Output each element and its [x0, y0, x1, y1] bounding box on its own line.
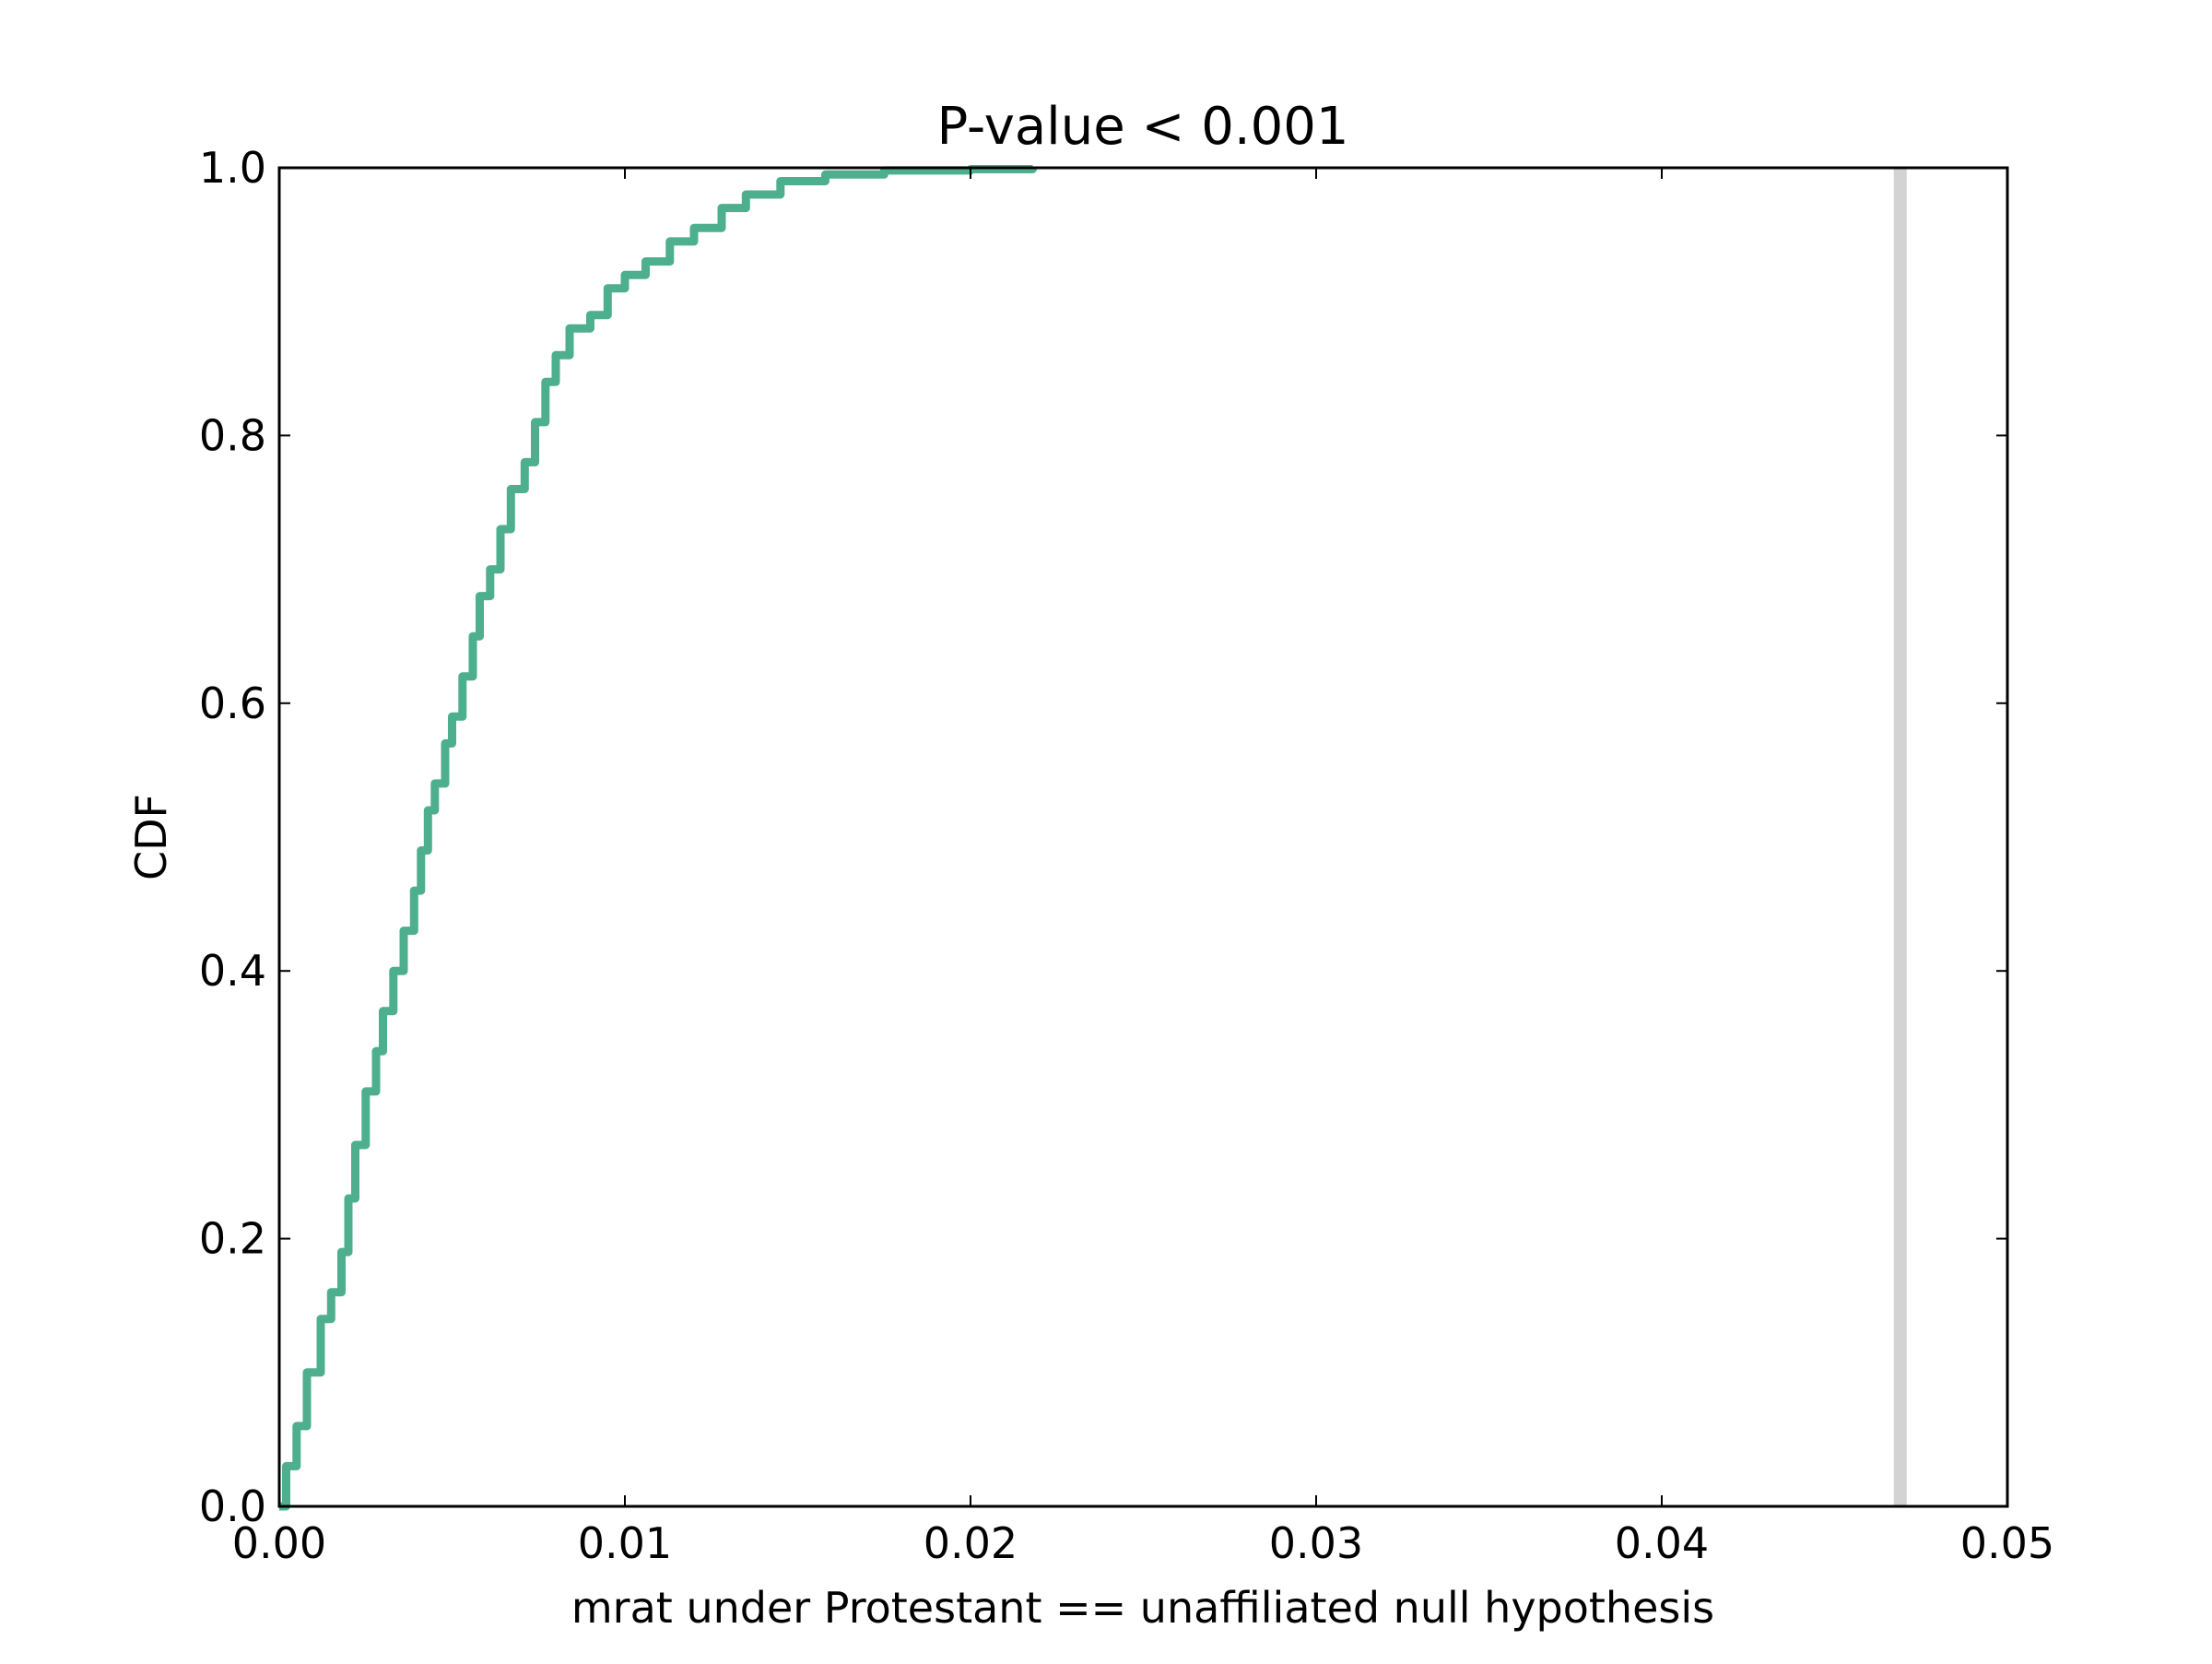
- y-axis-label: CDF: [126, 794, 176, 880]
- x-tick-label: 0.01: [578, 1518, 672, 1568]
- plot-frame: [277, 166, 2009, 1508]
- y-tick-label: 0.2: [199, 1214, 266, 1264]
- y-tick-label: 0.8: [199, 410, 266, 460]
- y-tick-label: 0.4: [199, 946, 266, 996]
- y-tick-label: 1.0: [199, 143, 266, 193]
- x-tick-label: 0.00: [232, 1518, 326, 1568]
- y-tick-label: 0.6: [199, 679, 266, 728]
- y-tick-label: 0.0: [199, 1481, 266, 1531]
- x-tick-label: 0.03: [1269, 1518, 1363, 1568]
- x-axis-label: mrat under Protestant == unaffiliated nu…: [571, 1583, 1714, 1633]
- x-tick-label: 0.05: [1960, 1518, 2054, 1568]
- chart-title: P-value < 0.001: [936, 97, 1348, 157]
- x-tick-label: 0.02: [924, 1518, 1018, 1568]
- cdf-series-line: [279, 165, 1037, 1511]
- x-tick-label: 0.04: [1615, 1518, 1709, 1568]
